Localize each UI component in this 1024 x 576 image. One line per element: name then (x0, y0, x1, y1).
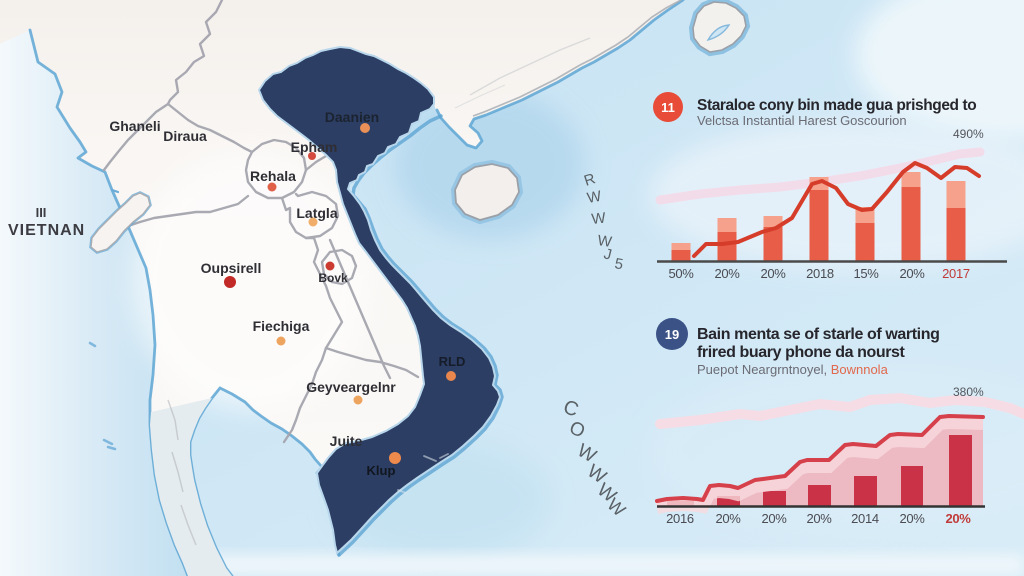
svg-text:III: III (36, 205, 47, 220)
svg-text:20%: 20% (806, 511, 832, 526)
svg-text:C: C (560, 396, 581, 422)
svg-text:20%: 20% (714, 266, 740, 281)
svg-text:2014: 2014 (851, 511, 879, 526)
svg-text:11: 11 (661, 100, 675, 115)
svg-text:RLD: RLD (439, 354, 466, 369)
svg-text:W: W (586, 188, 604, 207)
svg-text:Diraua: Diraua (163, 128, 207, 144)
svg-text:20%: 20% (760, 266, 786, 281)
svg-text:frired buary phone da nourst: frired buary phone da nourst (697, 344, 906, 361)
svg-text:R: R (582, 170, 598, 190)
svg-text:Puepot Neargrntnoyel, Bownnola: Puepot Neargrntnoyel, Bownnola (697, 362, 889, 377)
svg-text:W: W (591, 210, 608, 228)
svg-text:2016: 2016 (666, 511, 694, 526)
svg-text:20%: 20% (899, 266, 925, 281)
svg-text:Latgla: Latgla (296, 205, 337, 221)
svg-text:Bain menta se of starle of war: Bain menta se of starle of warting (697, 326, 939, 343)
svg-text:Juite: Juite (330, 433, 363, 449)
svg-text:2018: 2018 (806, 266, 834, 281)
svg-text:Bovk: Bovk (318, 271, 348, 285)
svg-text:Klup: Klup (367, 463, 396, 478)
svg-text:20%: 20% (761, 511, 787, 526)
svg-text:Velctsa Instantial Harest Gosc: Velctsa Instantial Harest Goscourion (697, 113, 907, 128)
svg-text:Ghaneli: Ghaneli (109, 118, 160, 134)
svg-text:Geyveargelnr: Geyveargelnr (306, 379, 396, 395)
svg-text:380%: 380% (953, 385, 984, 399)
svg-text:490%: 490% (953, 127, 984, 141)
svg-text:Epham: Epham (291, 139, 338, 155)
svg-text:20%: 20% (899, 511, 925, 526)
svg-text:VIETNAN: VIETNAN (8, 222, 85, 239)
svg-text:15%: 15% (853, 266, 879, 281)
svg-text:2017: 2017 (942, 266, 970, 281)
svg-text:J: J (602, 245, 613, 263)
svg-text:Rehala: Rehala (250, 168, 296, 184)
svg-text:5: 5 (613, 255, 624, 273)
svg-text:Oupsirell: Oupsirell (201, 260, 262, 276)
svg-text:Fiechiga: Fiechiga (253, 318, 310, 334)
svg-text:W: W (596, 232, 613, 251)
svg-text:20%: 20% (715, 511, 741, 526)
svg-text:Daanien: Daanien (325, 109, 379, 125)
svg-text:Staraloe cony bin made gua pri: Staraloe cony bin made gua prishged to (697, 97, 976, 114)
svg-text:19: 19 (665, 327, 679, 342)
svg-text:50%: 50% (668, 266, 694, 281)
svg-text:20%: 20% (945, 511, 971, 526)
